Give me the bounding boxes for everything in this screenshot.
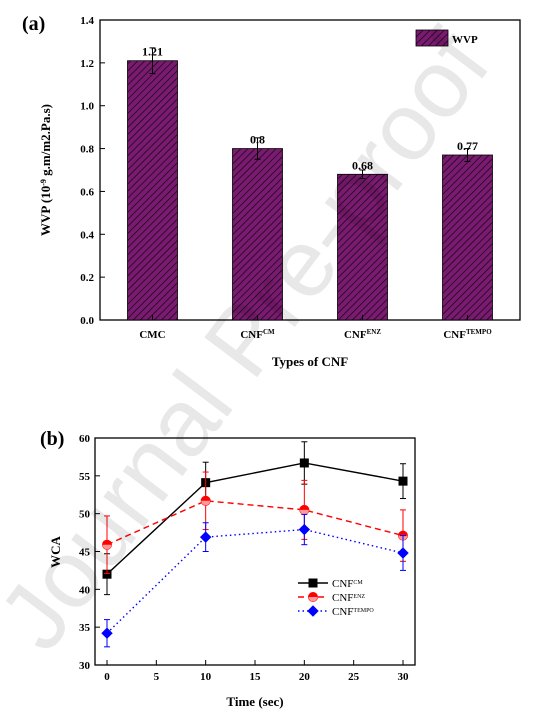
legend-marker-0 — [308, 578, 318, 588]
point-s0-3 — [398, 476, 408, 486]
legend-marker-1-shade — [308, 597, 318, 602]
x-tick-label-b: 20 — [299, 671, 311, 683]
x-tick-label-b: 10 — [200, 671, 212, 683]
data-label-0: 1.21 — [142, 45, 163, 59]
y-tick-label-a: 0.4 — [80, 229, 94, 241]
legend-label-0: CNFCM — [332, 578, 363, 590]
legend-swatch-wvp — [415, 29, 449, 47]
legend-b: CNFCM CNFENZ CNFTEMPO — [298, 578, 374, 618]
point-s0-2 — [299, 458, 309, 468]
y-tick-label-b: 50 — [79, 509, 91, 521]
plot-frame-a — [99, 19, 521, 321]
point-s2-2 — [298, 523, 311, 536]
y-tick-label-a: 0.0 — [80, 315, 94, 327]
x-tick-label-3: CNFTEMPO — [443, 328, 492, 341]
y-tick-label-b: 35 — [79, 622, 91, 634]
point-s1-0-shade — [102, 544, 112, 550]
x-tick-label-b: 25 — [348, 671, 360, 683]
y-tick-label-a: 1.2 — [80, 58, 94, 70]
x-tick-label-b: 5 — [154, 671, 160, 683]
x-tick-label-0: CMC — [139, 329, 165, 341]
y-axis-title-b: WCA — [48, 536, 63, 568]
legend-label-1: CNFENZ — [332, 592, 365, 604]
panel-b-line-chart: (b) 30 35 40 45 50 55 60 0 5 10 15 20 25 30 WCA Time… — [40, 428, 416, 709]
panel-a-bar-chart: (a) 0.0 0.2 0.4 0.6 0.8 1.0 1.2 1.4 1.21 0.8 0.68… — [22, 13, 521, 369]
panel-b-label: (b) — [40, 428, 64, 450]
legend-a: WVP — [415, 29, 478, 47]
x-axis-title-a: Types of CNF — [272, 354, 348, 369]
y-tick-label-a: 0.8 — [80, 144, 94, 156]
series-line-2 — [106, 528, 404, 634]
x-tick-label-1: CNFCM — [240, 328, 275, 341]
x-tick-label-b: 30 — [398, 671, 410, 683]
watermark: Journal Pre-proof — [0, 12, 510, 669]
x-tick-label-b: 15 — [250, 671, 262, 683]
series-line-0 — [106, 462, 404, 575]
bar-1 — [232, 148, 283, 321]
point-s1-2-shade — [299, 509, 309, 515]
y-tick-label-a: 0.6 — [80, 186, 94, 198]
y-tick-label-a: 1.4 — [80, 15, 94, 27]
series-line-1 — [106, 500, 404, 546]
x-tick-label-2: CNFENZ — [344, 328, 381, 341]
data-label-1: 0.8 — [250, 133, 265, 147]
point-s1-1-shade — [201, 500, 211, 506]
y-axis-title-a: WVP (10-9 g.m/m2.Pa.s) — [38, 104, 53, 236]
y-tick-label-b: 45 — [79, 547, 91, 559]
bar-0 — [127, 60, 178, 321]
y-tick-label-b: 60 — [79, 433, 91, 445]
point-s2-0 — [101, 627, 113, 639]
legend-label-2: CNFTEMPO — [332, 606, 374, 618]
x-axis-title-b: Time (sec) — [226, 694, 283, 709]
panel-a-label: (a) — [22, 13, 45, 35]
data-label-2: 0.68 — [352, 158, 373, 172]
point-s2-3 — [397, 547, 409, 559]
y-tick-label-a: 0.2 — [80, 272, 94, 284]
legend-marker-2 — [307, 605, 319, 617]
y-tick-label-a: 1.0 — [80, 101, 94, 113]
legend-label-wvp: WVP — [452, 34, 478, 46]
bar-2 — [337, 173, 388, 321]
x-tick-label-b: 0 — [104, 671, 110, 683]
y-tick-label-b: 40 — [79, 584, 91, 596]
point-s2-1 — [199, 531, 212, 543]
y-tick-label-b: 30 — [79, 660, 91, 672]
bar-3 — [442, 154, 493, 321]
data-label-3: 0.77 — [457, 139, 478, 153]
y-tick-label-b: 55 — [79, 471, 91, 483]
